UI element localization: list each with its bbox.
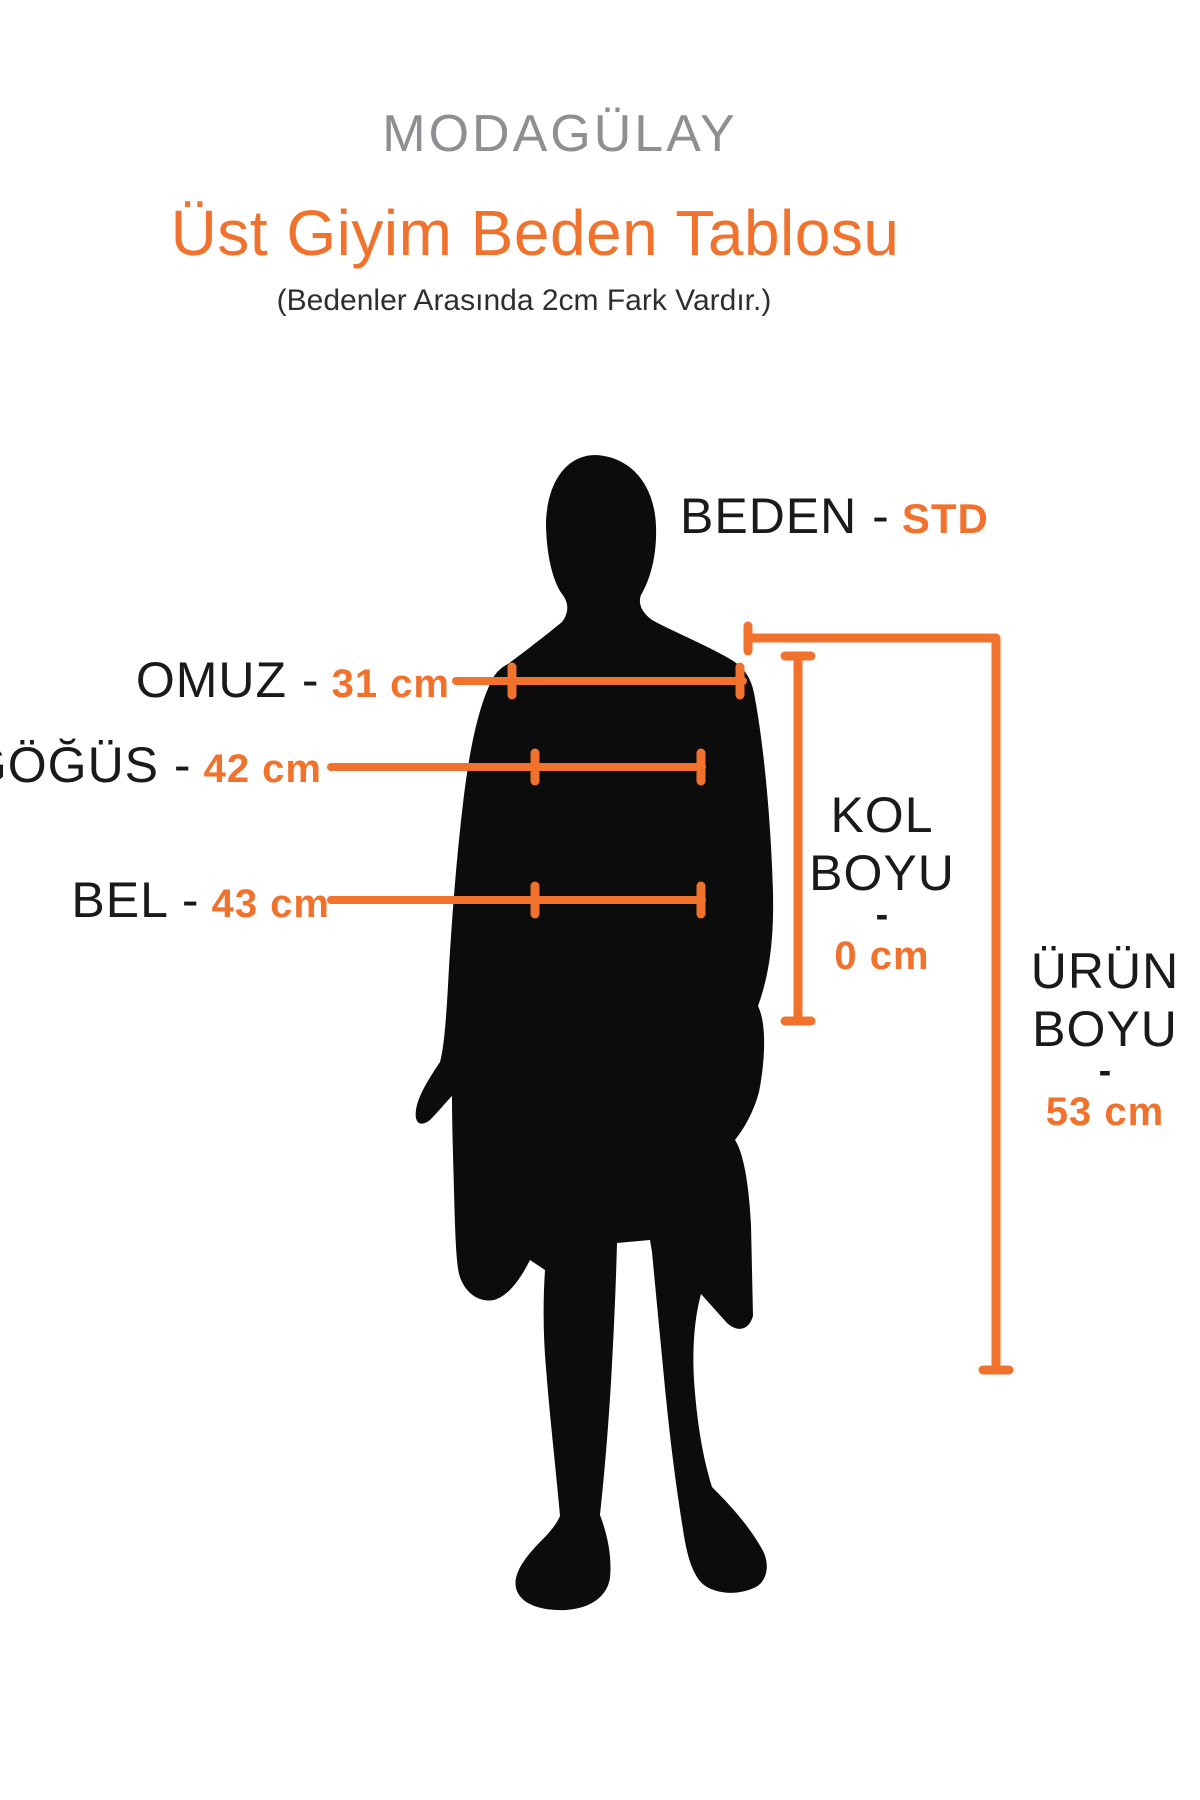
measurement-label-waist: BEL - 43 cm [71, 870, 330, 934]
page-subtitle: (Bedenler Arasında 2cm Fark Vardır.) [276, 284, 772, 317]
product-length-measure-line [743, 621, 1014, 1375]
waist-measure-line [327, 881, 706, 919]
sleeve-label-line1: KOL [830, 787, 934, 843]
sleeve-separator-dash: - [875, 894, 889, 936]
length-value-text: 53 cm [1045, 1090, 1165, 1134]
brand-logo: MODAGÜLAY [382, 105, 738, 163]
size-value-std: STD [901, 495, 989, 542]
sleeve-length-measure-line [780, 651, 816, 1026]
waist-label-text: BEL - [71, 872, 200, 928]
page-title: Üst Giyim Beden Tablosu [170, 197, 900, 269]
measurement-label-sleeve-length: KOL BOYU - 0 cm [809, 786, 955, 979]
size-label-beden: BEDEN - STD [680, 486, 989, 549]
size-label-text: BEDEN - [680, 488, 890, 544]
chest-measure-line [327, 748, 706, 786]
length-separator-dash: - [1098, 1050, 1112, 1092]
chest-value-text: 42 cm [203, 747, 322, 791]
measurement-label-chest: GÖĞÜS - 42 cm [0, 735, 322, 799]
shoulder-measure-line [452, 662, 747, 700]
length-label-line2: BOYU [1032, 1001, 1178, 1057]
length-label-line1: ÜRÜN [1030, 943, 1180, 999]
waist-value-text: 43 cm [211, 882, 330, 926]
shoulder-value-text: 31 cm [331, 662, 450, 706]
chest-label-text: GÖĞÜS - [0, 737, 192, 793]
sleeve-value-text: 0 cm [834, 934, 930, 978]
measurement-label-product-length: ÜRÜN BOYU - 53 cm [1031, 942, 1179, 1135]
sleeve-label-line2: BOYU [809, 845, 955, 901]
person-silhouette-path [415, 455, 774, 1611]
measurement-label-shoulder: OMUZ - 31 cm [136, 650, 450, 714]
shoulder-label-text: OMUZ - [135, 652, 320, 708]
